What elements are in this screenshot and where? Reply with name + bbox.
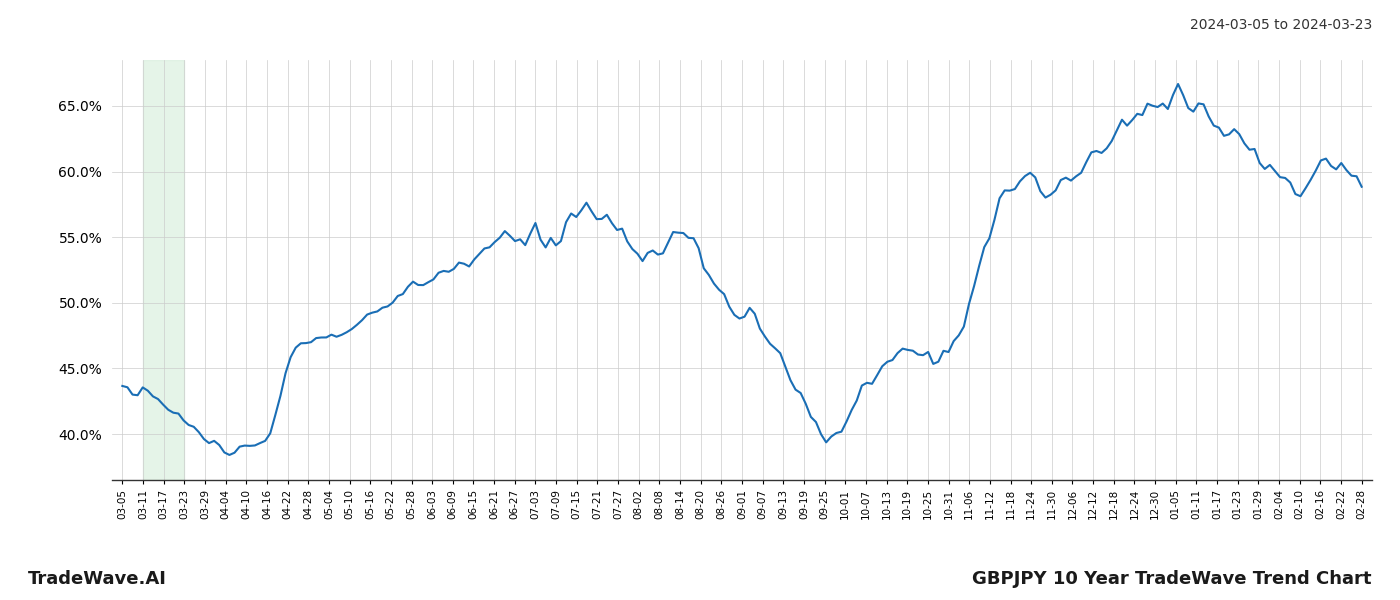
Text: 2024-03-05 to 2024-03-23: 2024-03-05 to 2024-03-23 [1190, 18, 1372, 32]
Text: TradeWave.AI: TradeWave.AI [28, 570, 167, 588]
Text: GBPJPY 10 Year TradeWave Trend Chart: GBPJPY 10 Year TradeWave Trend Chart [973, 570, 1372, 588]
Bar [143, 60, 185, 480]
